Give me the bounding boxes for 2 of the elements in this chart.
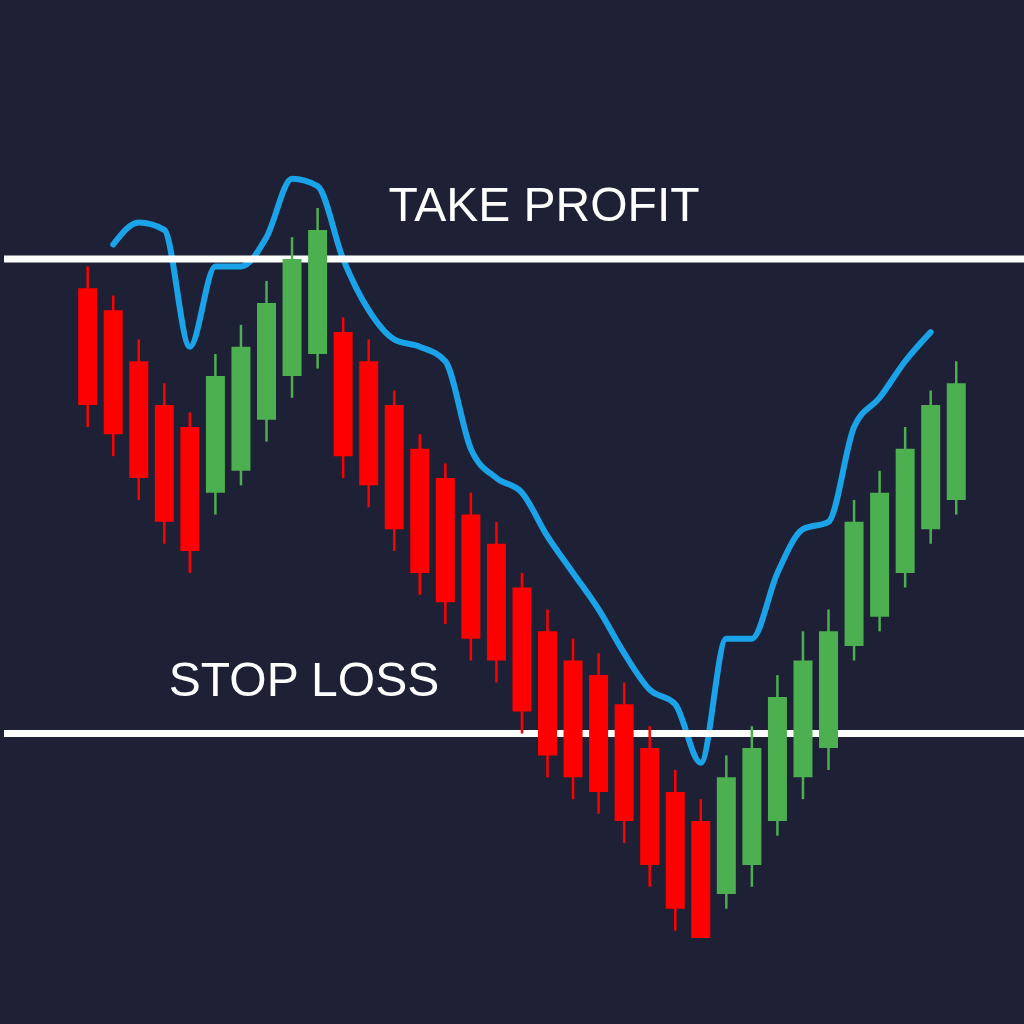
ref-line-label: TAKE PROFIT (388, 178, 700, 232)
ref-line-label: STOP LOSS (168, 652, 440, 706)
